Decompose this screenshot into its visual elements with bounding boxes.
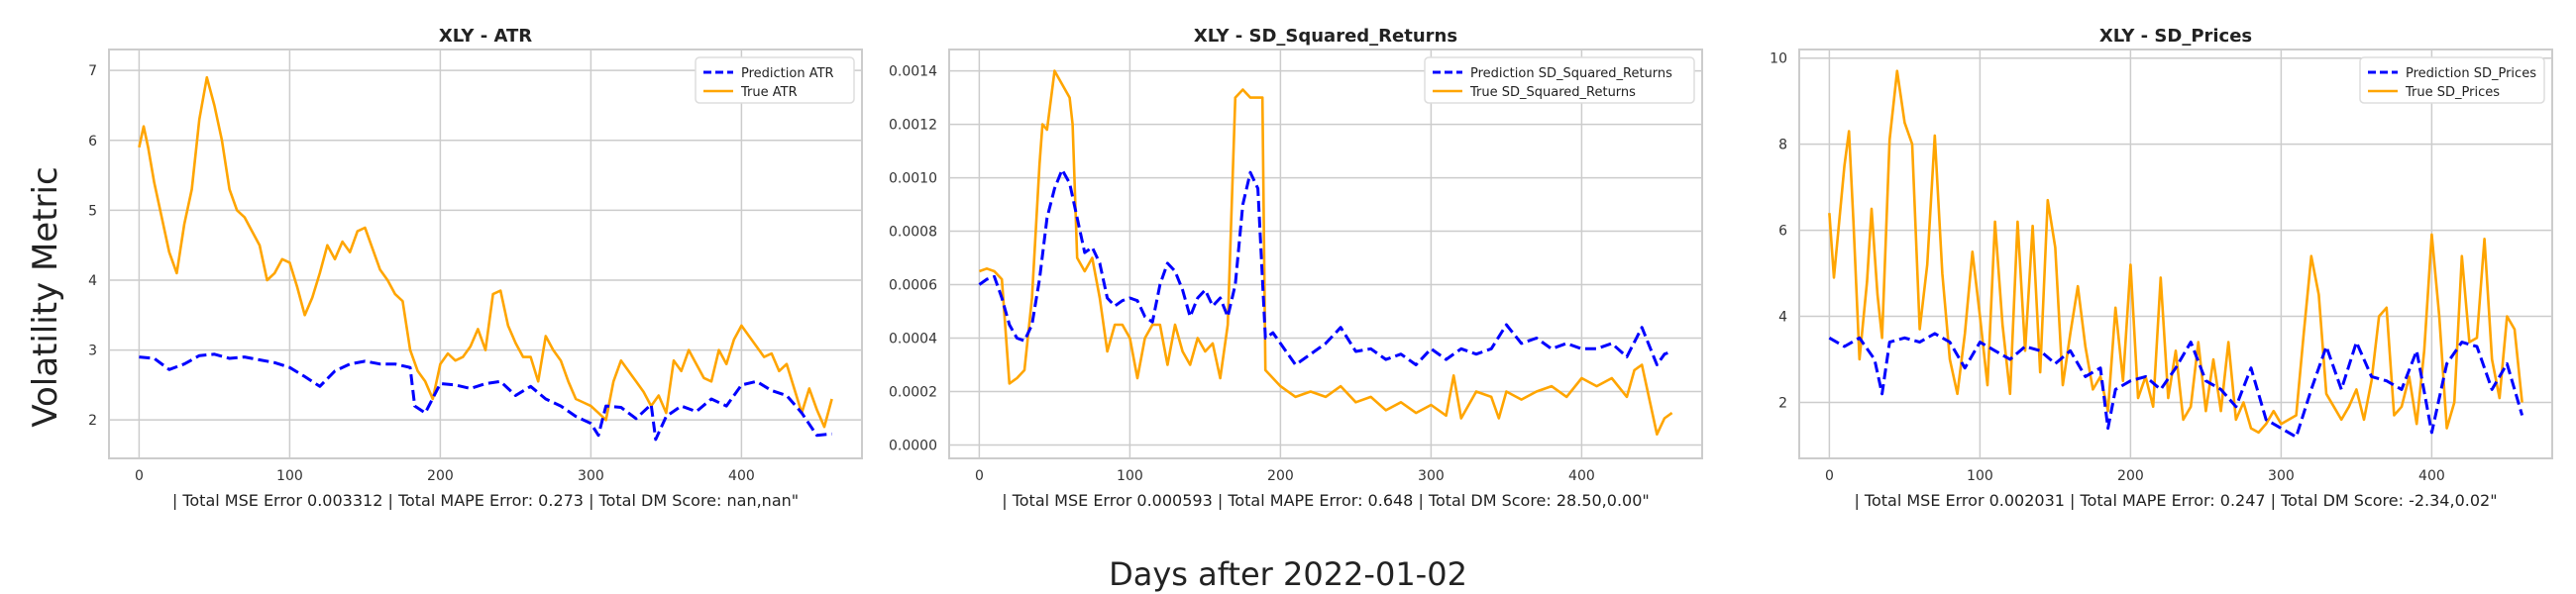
- series-group: [978, 69, 1673, 437]
- grid: [109, 50, 862, 458]
- legend-label: True ATR: [740, 85, 798, 100]
- x-tick-label: 200: [427, 468, 454, 484]
- x-tick-label: 0: [135, 468, 144, 484]
- grid: [949, 50, 1702, 458]
- y-tick-label: 0.0006: [889, 278, 937, 294]
- series-line-true: [1828, 69, 2523, 435]
- legend-box: [1424, 56, 1695, 104]
- series-group: [138, 75, 833, 442]
- series-line-true: [138, 75, 833, 429]
- y-tick-label: 6: [88, 134, 97, 149]
- legend-label: Prediction SD_Prices: [2406, 66, 2536, 81]
- y-tick-label: 4: [1778, 310, 1787, 326]
- plot-area: 0 100 200 300 400 2 3 4 5 6 7: [88, 49, 863, 484]
- y-tick-label: 0.0004: [889, 332, 937, 347]
- legend-label: True SD_Squared_Returns: [1469, 85, 1636, 100]
- x-tick-label: 400: [728, 468, 755, 484]
- legend-label: True SD_Prices: [2405, 85, 2500, 100]
- x-tick-label: 0: [975, 468, 984, 484]
- series-line-prediction: [139, 352, 832, 442]
- x-tick-label: 300: [1418, 468, 1445, 484]
- y-tick-label: 8: [1778, 138, 1787, 153]
- y-tick-label: 10: [1770, 51, 1787, 67]
- y-tick-label: 2: [88, 413, 97, 429]
- plot-frame: [1798, 49, 2553, 459]
- y-tick-label: 0.0000: [889, 439, 937, 454]
- x-tick-label: 100: [1117, 468, 1143, 484]
- chart-title: XLY - SD_Prices: [2099, 26, 2252, 47]
- y-tick-label: 7: [88, 63, 97, 79]
- legend-box: [2359, 56, 2545, 104]
- y-tick-label: 6: [1778, 224, 1787, 240]
- y-tick-label: 0.0014: [889, 64, 937, 80]
- chart-xlabel: | Total MSE Error 0.000593 | Total MAPE …: [1002, 491, 1650, 510]
- x-tick-label: 300: [578, 468, 604, 484]
- x-tick-label: 100: [276, 468, 303, 484]
- plot-area: 0 100 200 300 400 0.0000 0.0002 0.0004 0.0006 0.0…: [889, 49, 1703, 484]
- x-tick-label: 100: [1967, 468, 1993, 484]
- chart-sd-prices: 0 100 200 300 400 2 4 6 8 10 XLY - SD_Prices | To…: [1770, 26, 2553, 510]
- chart-atr: 0 100 200 300 400 2 3 4 5 6 7 XLY - ATR | Total MS…: [88, 26, 863, 510]
- plot-frame: [108, 49, 863, 459]
- plot-background: [949, 50, 1702, 458]
- y-tick-label: 3: [88, 344, 97, 359]
- series-line-true: [978, 69, 1673, 437]
- y-tick-label: 0.0012: [889, 118, 937, 134]
- figure-ylabel: Volatility Metric: [26, 166, 65, 428]
- y-tick-label: 0.0008: [889, 225, 937, 241]
- series-group: [1828, 69, 2524, 439]
- y-tick-label: 5: [88, 203, 97, 219]
- chart-xlabel: | Total MSE Error 0.002031 | Total MAPE …: [1854, 491, 2497, 510]
- legend: Prediction SD_Squared_Returns True SD_Squ…: [1424, 56, 1695, 104]
- chart-title: XLY - SD_Squared_Returns: [1194, 26, 1457, 47]
- legend-box: [695, 56, 855, 104]
- legend: Prediction ATR True ATR: [695, 56, 855, 104]
- figure-xlabel: Days after 2022-01-02: [1109, 555, 1467, 593]
- plot-area: 0 100 200 300 400 2 4 6 8 10: [1770, 49, 2553, 484]
- legend: Prediction SD_Prices True SD_Prices: [2359, 56, 2545, 104]
- x-tick-label: 200: [2117, 468, 2144, 484]
- x-tick-label: 200: [1267, 468, 1294, 484]
- plot-background: [1799, 50, 2552, 458]
- x-tick-label: 400: [2418, 468, 2445, 484]
- chart-sd-squared-returns: 0 100 200 300 400 0.0000 0.0002 0.0004 0.0006 0.0…: [889, 26, 1703, 510]
- plot-background: [109, 50, 862, 458]
- y-tick-label: 2: [1778, 395, 1787, 411]
- y-tick-label: 0.0010: [889, 171, 937, 187]
- y-tick-label: 0.0002: [889, 385, 937, 401]
- legend-label: Prediction ATR: [741, 66, 834, 81]
- x-tick-label: 300: [2268, 468, 2295, 484]
- plot-frame: [948, 49, 1703, 459]
- y-tick-label: 4: [88, 273, 97, 289]
- x-tick-label: 0: [1825, 468, 1834, 484]
- chart-xlabel: | Total MSE Error 0.003312 | Total MAPE …: [172, 491, 799, 510]
- x-tick-label: 400: [1568, 468, 1595, 484]
- series-line-prediction: [1828, 332, 2524, 439]
- legend-label: Prediction SD_Squared_Returns: [1470, 66, 1672, 81]
- series-line-prediction: [978, 168, 1673, 366]
- chart-title: XLY - ATR: [439, 26, 532, 47]
